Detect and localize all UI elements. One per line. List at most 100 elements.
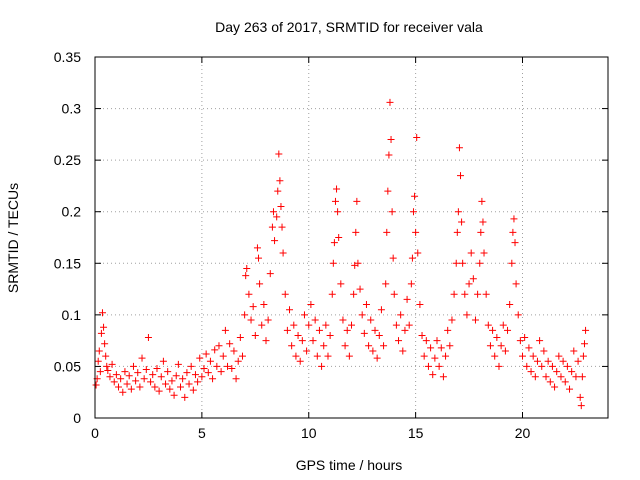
data-point <box>408 254 416 262</box>
data-point <box>151 383 159 391</box>
data-point <box>476 259 484 267</box>
data-point <box>395 337 403 345</box>
data-point <box>337 280 345 288</box>
data-point <box>155 387 163 395</box>
data-point <box>328 290 336 298</box>
data-point <box>387 136 395 144</box>
data-point <box>255 254 263 262</box>
data-point <box>311 316 319 324</box>
data-point <box>329 259 337 267</box>
data-point <box>162 380 170 388</box>
data-point <box>92 381 100 389</box>
data-point <box>519 352 526 360</box>
data-point <box>413 133 421 141</box>
data-point <box>371 326 379 334</box>
data-point <box>170 391 178 399</box>
data-point <box>383 228 391 236</box>
data-point <box>258 321 266 329</box>
data-point <box>489 326 497 334</box>
data-point <box>509 228 517 236</box>
data-point <box>459 259 467 267</box>
y-axis-label: SRMTID / TECUs <box>5 183 21 293</box>
data-point <box>256 280 264 288</box>
data-point <box>461 290 469 298</box>
data-point <box>144 334 152 342</box>
data-point <box>529 352 537 360</box>
data-point <box>411 192 419 200</box>
data-point <box>106 373 114 381</box>
data-point <box>157 373 165 381</box>
data-point <box>429 371 437 379</box>
data-point <box>442 352 450 360</box>
data-point <box>185 380 193 388</box>
data-point <box>386 98 394 106</box>
data-point <box>365 342 373 350</box>
data-point <box>546 378 554 386</box>
data-point <box>183 369 191 377</box>
data-point <box>533 357 541 365</box>
data-point <box>334 208 342 216</box>
data-point <box>322 321 330 329</box>
data-point <box>576 393 584 401</box>
data-point <box>486 342 494 350</box>
data-point <box>478 197 486 205</box>
data-point <box>582 326 590 334</box>
data-point <box>196 354 204 362</box>
data-point <box>495 362 503 370</box>
data-point <box>557 373 565 381</box>
data-point <box>566 385 574 393</box>
data-point <box>324 352 332 360</box>
data-point <box>191 371 199 379</box>
data-point <box>388 208 396 216</box>
data-point <box>352 228 360 236</box>
data-point <box>568 368 576 376</box>
data-point <box>153 364 161 372</box>
data-point <box>427 344 435 352</box>
data-point <box>439 373 447 381</box>
data-point <box>375 331 383 339</box>
data-point <box>300 311 308 319</box>
data-point <box>482 290 490 298</box>
data-point <box>544 357 552 365</box>
data-point <box>129 362 137 370</box>
data-point <box>362 301 370 309</box>
data-point <box>177 383 184 391</box>
y-tick-label: 0.15 <box>54 255 81 271</box>
data-point <box>292 352 300 360</box>
data-point <box>516 337 524 345</box>
data-point <box>579 352 587 360</box>
data-point <box>127 385 135 393</box>
data-point <box>435 362 443 370</box>
data-point <box>242 272 250 280</box>
data-point <box>350 290 358 298</box>
data-point <box>326 331 334 339</box>
data-point <box>313 352 321 360</box>
data-point <box>136 383 144 391</box>
data-point <box>238 352 246 360</box>
data-point <box>548 362 556 370</box>
data-point <box>463 311 471 319</box>
data-point <box>392 321 400 329</box>
data-point <box>125 372 133 380</box>
data-point <box>200 364 208 372</box>
y-tick-label: 0 <box>73 410 81 426</box>
data-point <box>232 375 240 383</box>
data-point <box>294 331 302 339</box>
data-point <box>384 187 392 195</box>
data-point <box>115 383 123 391</box>
data-point <box>166 385 174 393</box>
data-point <box>268 223 276 231</box>
data-point <box>504 326 512 334</box>
data-point <box>407 280 415 288</box>
data-point <box>215 342 223 350</box>
data-point <box>527 368 535 376</box>
data-point <box>431 354 439 362</box>
data-point <box>570 347 578 355</box>
data-point <box>102 352 110 360</box>
data-points <box>92 98 590 410</box>
data-point <box>159 357 167 365</box>
data-point <box>108 360 116 368</box>
data-point <box>403 295 411 303</box>
data-point <box>341 342 349 350</box>
data-point <box>277 203 285 211</box>
